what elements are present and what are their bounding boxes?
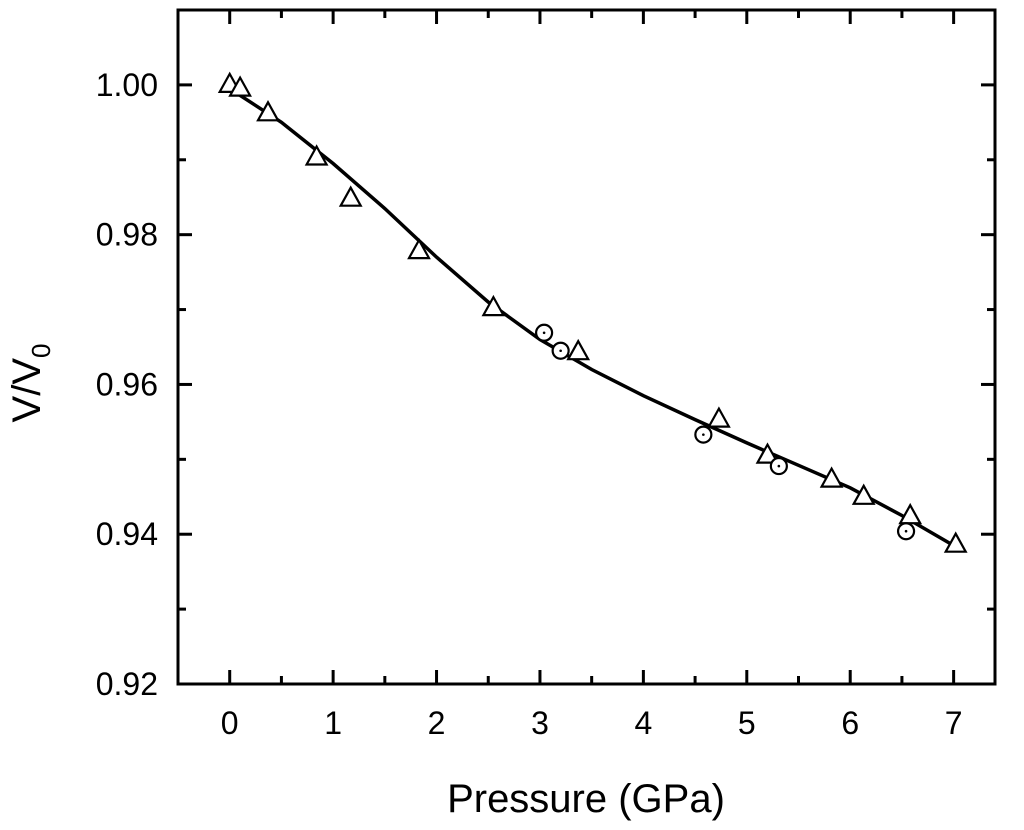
x-tick-label: 2 [428,705,446,741]
triangle-point [481,294,506,317]
data-points [217,71,968,553]
y-axis-title-main: V/V [5,358,49,423]
triangle-point [755,442,780,464]
x-axis-title: Pressure (GPa) [447,777,725,821]
circle-point-dot [559,349,562,353]
triangle-point [707,406,731,428]
triangle-point [338,185,363,207]
y-tick-label: 0.94 [96,516,158,552]
triangle-point [943,531,968,553]
triangle-point [566,338,591,361]
x-tick-label: 7 [945,705,963,741]
circle-point-dot [777,464,781,468]
x-tick-label: 6 [841,705,859,741]
y-tick-label: 0.92 [96,666,158,702]
x-tick-label: 5 [738,705,756,741]
circle-point-dot [702,433,705,436]
y-tick-label: 0.96 [96,366,158,402]
triangle-point [898,502,923,525]
circle-point-dot [904,529,908,533]
x-tick-label: 0 [221,705,239,741]
x-tick-label: 3 [531,705,549,741]
triangle-point [304,144,329,166]
triangle-point [407,237,431,260]
y-tick-label: 0.98 [96,217,158,253]
y-axis-title: V/V0 [5,344,56,423]
plot-frame [176,8,997,686]
triangle-point [819,466,844,488]
y-tick-label: 1.00 [96,67,158,103]
triangle-point [256,100,280,122]
triangle-point [228,75,252,97]
x-tick-label: 4 [634,705,652,741]
triangle-point [851,483,876,505]
tick-labels: 0 1 2 3 4 5 6 7 0.92 0.94 0.96 0.98 1.00 [96,67,963,741]
fit-curve [228,87,955,548]
circle-point-dot [542,331,546,335]
tick-marks [178,10,995,686]
x-tick-label: 1 [324,705,342,741]
y-axis-title-subscript: 0 [26,344,56,358]
